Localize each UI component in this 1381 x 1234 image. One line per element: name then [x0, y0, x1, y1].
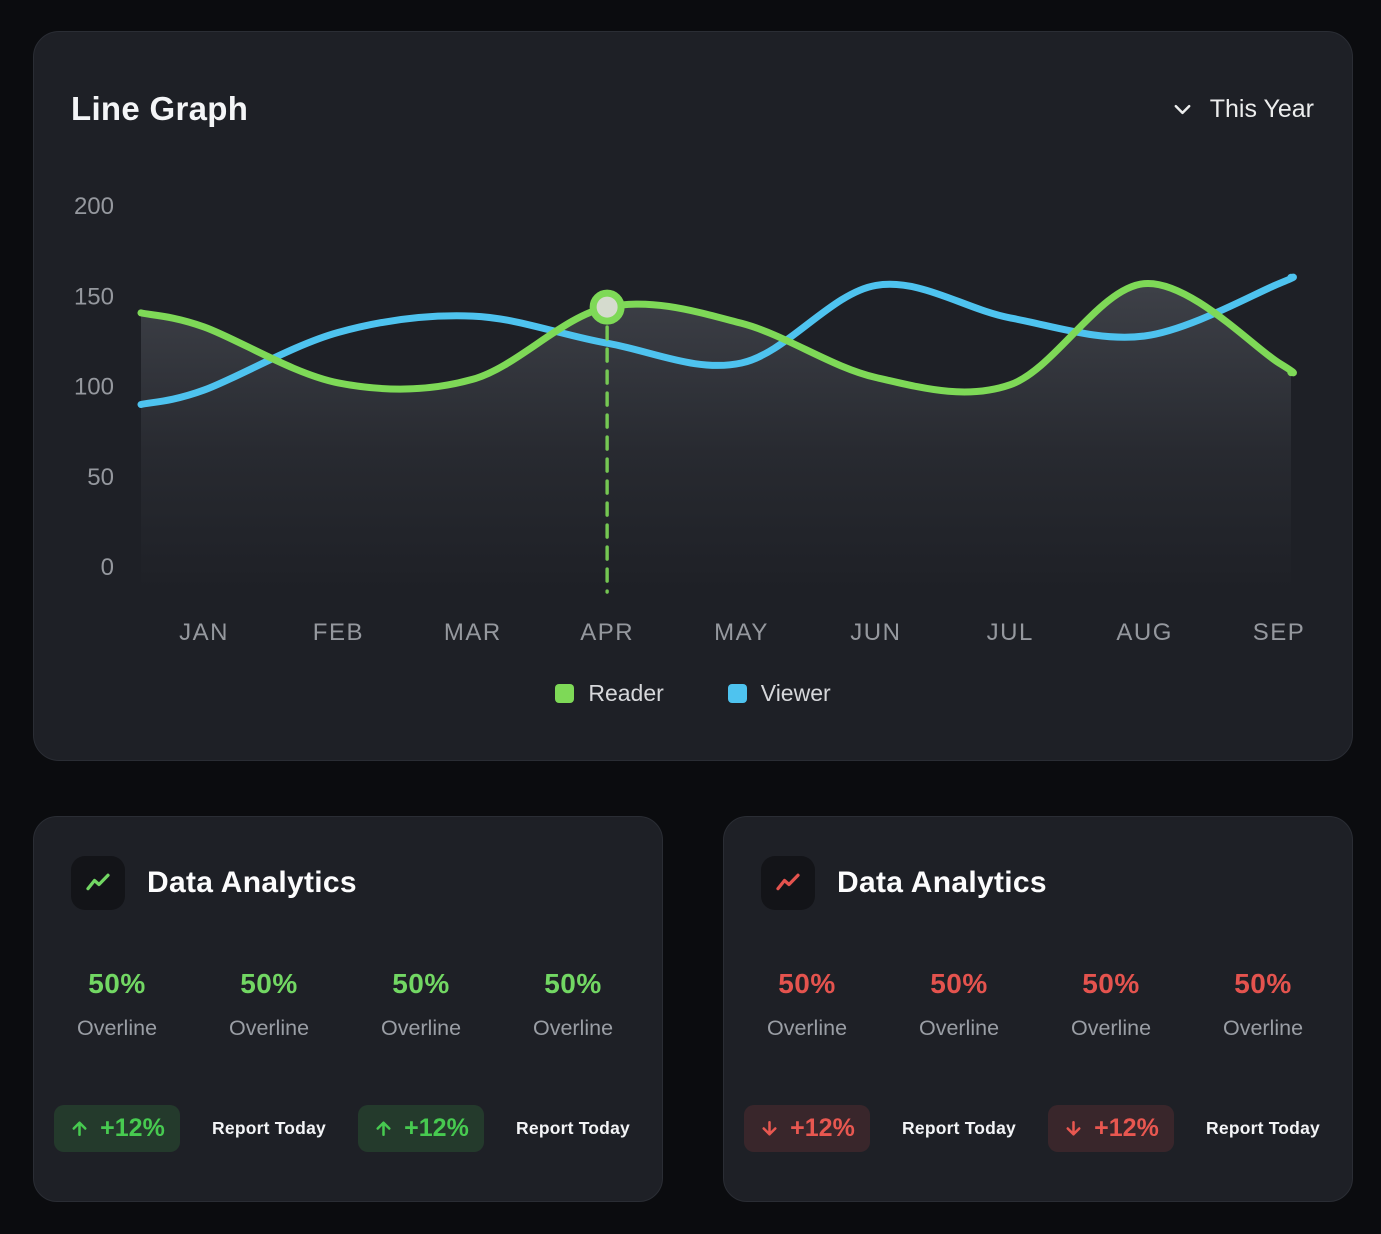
stat-value: 50%: [88, 968, 146, 999]
change-value: +12%: [404, 1114, 469, 1142]
y-axis-tick-label: 150: [74, 283, 114, 310]
stat: 50% Overline: [345, 968, 497, 1041]
stat: 50% Overline: [883, 968, 1035, 1041]
report-today-button[interactable]: Report Today: [902, 1118, 1016, 1138]
report-today-button[interactable]: Report Today: [516, 1118, 630, 1138]
chart-legend: Reader Viewer: [34, 680, 1352, 707]
change-badge: +12%: [1048, 1105, 1174, 1152]
change-value: +12%: [100, 1114, 165, 1142]
x-axis-tick-label: JUL: [987, 619, 1034, 646]
x-axis-tick-label: MAR: [444, 619, 502, 646]
legend-swatch: [555, 684, 575, 703]
x-axis-tick-label: AUG: [1116, 619, 1173, 646]
analytics-card-down: Data Analytics 50% Overline 50% Overline…: [723, 816, 1353, 1202]
legend-label: Viewer: [760, 680, 831, 706]
y-axis-tick-label: 0: [101, 554, 114, 581]
change-value: +12%: [790, 1114, 855, 1142]
x-axis-tick-label: FEB: [313, 619, 364, 646]
stat: 50% Overline: [731, 968, 883, 1041]
analytics-header: Data Analytics: [761, 856, 1352, 910]
chevron-down-icon: [1174, 104, 1191, 114]
reader-line: [137, 280, 1297, 396]
x-axis-tick-label: JUN: [850, 619, 901, 646]
viewer-line: [137, 273, 1297, 408]
stat-value: 50%: [544, 968, 602, 999]
stat: 50% Overline: [1035, 968, 1187, 1041]
trend-icon-box: [761, 856, 815, 910]
stat-value: 50%: [392, 968, 450, 999]
trend-icon-box: [71, 856, 125, 910]
stat-label: Overline: [532, 1016, 614, 1040]
highlight-point-marker[interactable]: [589, 289, 625, 325]
analytics-header: Data Analytics: [71, 856, 662, 910]
analytics-title: Data Analytics: [837, 866, 1047, 899]
period-selector[interactable]: This Year: [1171, 95, 1314, 124]
y-axis-tick-label: 100: [74, 374, 114, 401]
stat-label: Overline: [918, 1016, 1000, 1040]
analytics-title: Data Analytics: [147, 866, 357, 899]
x-axis-tick-label: SEP: [1253, 619, 1306, 646]
stat: 50% Overline: [1187, 968, 1339, 1041]
stats-row: 50% Overline 50% Overline 50% Overline 5…: [41, 968, 662, 1041]
stat-label: Overline: [380, 1016, 462, 1040]
stat-label: Overline: [228, 1016, 310, 1040]
line-graph-card: Line Graph This Year 0 50 100 150 200 JAN FEB M…: [33, 31, 1353, 761]
analytics-card-up: Data Analytics 50% Overline 50% Overline…: [33, 816, 663, 1202]
change-badge: +12%: [358, 1105, 484, 1152]
legend-item-viewer[interactable]: Viewer: [727, 680, 831, 707]
footer-row: +12% Report Today +12% Report Today: [731, 1105, 1352, 1152]
arrow-up-icon: [376, 1121, 391, 1137]
stat-label: Overline: [1222, 1016, 1304, 1040]
legend-label: Reader: [588, 680, 664, 706]
stat-value: 50%: [930, 968, 988, 999]
stat: 50% Overline: [41, 968, 193, 1041]
footer-row: +12% Report Today +12% Report Today: [41, 1105, 662, 1152]
legend-swatch: [727, 684, 747, 703]
stat-label: Overline: [76, 1016, 158, 1040]
x-axis-tick-label: MAY: [714, 619, 769, 646]
stat-label: Overline: [766, 1016, 848, 1040]
stat: 50% Overline: [497, 968, 649, 1041]
report-today-button[interactable]: Report Today: [1206, 1118, 1320, 1138]
report-today-button[interactable]: Report Today: [212, 1118, 326, 1138]
x-axis-tick-label: APR: [580, 619, 634, 646]
period-selector-label: This Year: [1209, 94, 1314, 123]
reader-area-fill: [141, 283, 1294, 592]
chart-title: Line Graph: [71, 90, 249, 127]
legend-item-reader[interactable]: Reader: [555, 680, 664, 707]
arrow-down-icon: [762, 1120, 777, 1136]
change-value: +12%: [1094, 1114, 1159, 1142]
change-badge: +12%: [744, 1105, 870, 1152]
y-axis-tick-label: 200: [74, 193, 114, 220]
x-axis-tick-label: JAN: [179, 619, 229, 646]
arrow-down-icon: [1066, 1120, 1081, 1136]
stat-label: Overline: [1070, 1016, 1152, 1040]
chart-header: Line Graph This Year: [71, 90, 1314, 128]
stat-value: 50%: [1082, 968, 1140, 999]
arrow-up-icon: [72, 1121, 87, 1137]
trending-down-icon: [776, 873, 800, 891]
y-axis-tick-label: 50: [87, 464, 114, 491]
line-chart[interactable]: 0 50 100 150 200 JAN FEB MAR APR MAY JUN JUL AUG SEP: [34, 32, 1352, 760]
stat-value: 50%: [778, 968, 836, 999]
stat-value: 50%: [1234, 968, 1292, 999]
stat: 50% Overline: [193, 968, 345, 1041]
change-badge: +12%: [54, 1105, 180, 1152]
trending-up-icon: [86, 873, 110, 891]
stats-row: 50% Overline 50% Overline 50% Overline 5…: [731, 968, 1352, 1041]
stat-value: 50%: [240, 968, 298, 999]
